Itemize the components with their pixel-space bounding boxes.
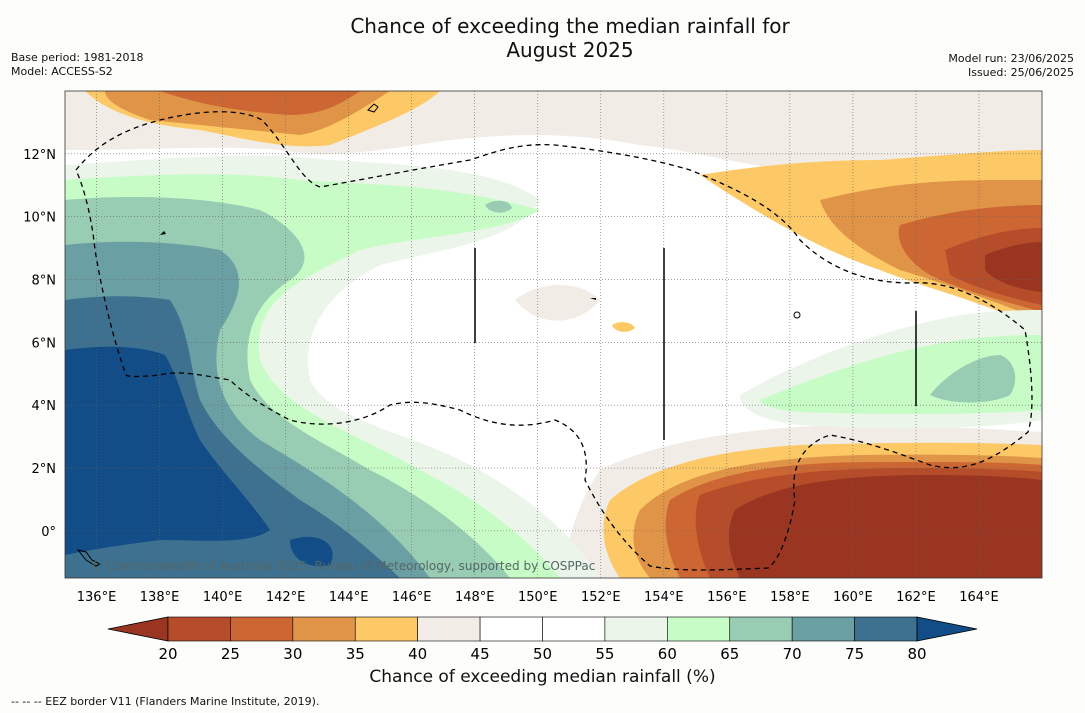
lon-axis: 136°E 138°E 140°E 142°E 144°E 146°E 148°E 150°E…: [77, 590, 999, 605]
colorbar-bin: [729, 616, 793, 642]
island-outline: [367, 103, 379, 113]
colorbar-tick-label: 60: [658, 645, 677, 663]
lat-axis: 12°N 10°N 8°N 6°N 4°N 2°N 0°: [23, 148, 56, 540]
base-period: Base period: 1981-2018: [11, 51, 144, 64]
lat-tick-label: 8°N: [32, 274, 57, 289]
colorbar-bin: [604, 616, 668, 642]
lat-tick-label: 6°N: [32, 336, 57, 351]
colorbar-bin: [791, 616, 855, 642]
colorbar-bin: [230, 616, 294, 642]
eez-border: [75, 111, 1033, 571]
copyright-text: © Commonwealth of Australia 2025, Bureau…: [90, 559, 595, 573]
issued-date: Issued: 25/06/2025: [967, 66, 1074, 79]
colorbar-tick-label: 20: [158, 645, 177, 663]
map-frame: [64, 90, 1043, 579]
lon-tick-label: 162°E: [896, 590, 936, 605]
colorbar-tick-label: 70: [783, 645, 802, 663]
model-run: Model run: 23/06/2025: [948, 52, 1074, 65]
rainfall-field: [65, 91, 1042, 578]
colorbar-tick-label: 30: [283, 645, 302, 663]
lon-tick-label: 154°E: [644, 590, 684, 605]
lon-tick-label: 144°E: [329, 590, 369, 605]
colorbar-tick-label: 45: [471, 645, 490, 663]
lon-tick-label: 158°E: [770, 590, 810, 605]
graticule: [65, 91, 1042, 578]
colorbar-tick-label: 65: [720, 645, 739, 663]
colorbar-tick-label: 80: [907, 645, 926, 663]
eez-footnote: -- -- -- EEZ border V11 (Flanders Marine…: [11, 695, 320, 708]
island-outline: [590, 298, 596, 300]
colorbar-bin: [667, 616, 731, 642]
colorbar-bin: [479, 616, 543, 642]
colorbar-bin: [417, 616, 481, 642]
colorbar-tick-label: 35: [346, 645, 365, 663]
run-info: Model run: 23/06/2025 Issued: 25/06/2025: [948, 52, 1074, 80]
model-name: Model: ACCESS-S2: [11, 65, 113, 78]
title-line-2: August 2025: [506, 38, 634, 62]
lon-tick-label: 140°E: [203, 590, 243, 605]
colorbar-bin: [542, 616, 606, 642]
lat-tick-label: 10°N: [23, 211, 56, 226]
colorbar-tick-label: 55: [595, 645, 614, 663]
lon-tick-label: 164°E: [959, 590, 999, 605]
lon-tick-label: 136°E: [77, 590, 117, 605]
lat-tick-label: 12°N: [23, 148, 56, 163]
lat-tick-label: 2°N: [32, 462, 57, 477]
lon-tick-label: 142°E: [266, 590, 306, 605]
lon-tick-label: 150°E: [518, 590, 558, 605]
colorbar-tick-label: 50: [533, 645, 552, 663]
lon-tick-label: 146°E: [392, 590, 432, 605]
lon-tick-label: 138°E: [140, 590, 180, 605]
colorbar-bin: [292, 616, 356, 642]
lon-tick-label: 156°E: [707, 590, 747, 605]
colorbar-tick-label: 75: [845, 645, 864, 663]
colorbar-min-arrow: [107, 616, 169, 642]
base-info: Base period: 1981-2018 Model: ACCESS-S2: [11, 51, 143, 79]
colorbar-bin: [854, 616, 918, 642]
island-outline: [160, 231, 166, 235]
lat-tick-label: 4°N: [32, 399, 57, 414]
lon-tick-label: 160°E: [833, 590, 873, 605]
lon-tick-label: 152°E: [581, 590, 621, 605]
title-line-1: Chance of exceeding the median rainfall …: [350, 14, 790, 38]
island-outline: [76, 549, 102, 567]
colorbar: 20 25 30 35 40 45 50 55 60 65 70 75 80: [107, 616, 978, 663]
colorbar-tick-label: 40: [408, 645, 427, 663]
map-title: Chance of exceeding the median rainfall …: [270, 14, 870, 62]
lat-tick-label: 0°: [41, 525, 56, 540]
island-outline: [793, 311, 801, 319]
colorbar-bin: [354, 616, 418, 642]
colorbar-tick-label: 25: [221, 645, 240, 663]
colorbar-label: Chance of exceeding median rainfall (%): [369, 667, 716, 687]
lon-tick-label: 148°E: [455, 590, 495, 605]
colorbar-bin: [167, 616, 231, 642]
colorbar-max-arrow: [916, 616, 978, 642]
